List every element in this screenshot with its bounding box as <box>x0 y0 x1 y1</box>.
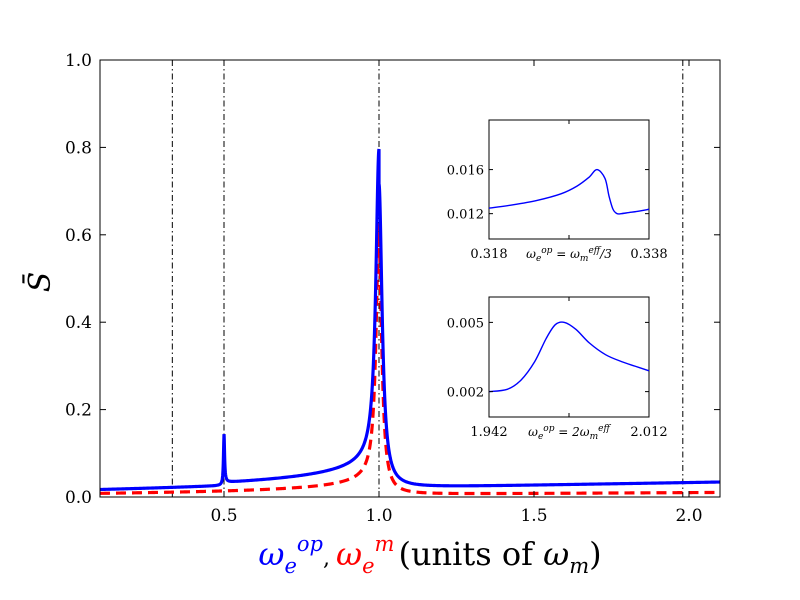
inset-top-xlabel: ωeop = ωmeff/3 <box>526 246 612 264</box>
y-axis-label: S̄ <box>22 272 58 293</box>
x-label-op-sup: op <box>297 532 323 556</box>
inset-bottom-x-tick-label-right: 2.012 <box>630 425 667 440</box>
x-axis-label: ωeop, ωem (units of ωm) <box>258 532 601 578</box>
inset-bottom-y-tick-label: 0.005 <box>447 316 484 331</box>
x-tick-label: 1.0 <box>365 506 392 526</box>
x-label-units-text: (units of <box>398 535 543 573</box>
main-plot-area <box>99 60 721 497</box>
inset-bottom-y-tick-label: 0.002 <box>447 386 484 401</box>
y-tick-label: 0.6 <box>65 226 92 246</box>
inset-top-curve <box>488 168 650 215</box>
x-label-m-sup: m <box>375 532 395 556</box>
y-tick-label: 1.0 <box>65 51 92 71</box>
y-tick-label: 0.8 <box>65 138 92 158</box>
x-label-m-sub: e <box>362 554 374 578</box>
inset-bottom-curve <box>488 321 650 393</box>
inset-top-y-tick-label: 0.016 <box>447 164 484 179</box>
x-tick-label: 1.5 <box>520 506 547 526</box>
inset-top-x-tick-label-right: 0.338 <box>630 247 667 262</box>
inset-top-frame <box>488 119 650 240</box>
x-label-units-symbol: ω <box>543 535 569 573</box>
inset-bottom-frame <box>488 296 650 418</box>
main-axes-frame <box>99 59 721 498</box>
x-label-units-close: ) <box>589 535 601 573</box>
x-tick-label: 0.5 <box>210 506 237 526</box>
inset-bottom-xlabel: ωeop = 2ωmeff <box>528 424 611 442</box>
y-tick-label: 0.2 <box>65 401 92 421</box>
y-tick-label: 0.4 <box>65 313 92 333</box>
inset-bottom-x-tick-label-left: 1.942 <box>470 425 507 440</box>
y-tick-label: 0.0 <box>65 488 92 508</box>
x-label-units-sub: m <box>569 554 589 578</box>
inset-top-y-tick-label: 0.012 <box>447 208 484 223</box>
x-tick-label: 2.0 <box>675 506 702 526</box>
x-label-op-symbol: ω <box>258 535 284 573</box>
inset-bottom-chart: 0.002 0.005 1.942 2.012 ωeop = 2ωmeff <box>447 296 668 442</box>
x-label-separator: , <box>323 546 330 571</box>
main-ticks: 0.5 1.0 1.5 2.0 0.0 0.2 0.4 0.6 0.8 1.0 <box>65 51 720 526</box>
x-label-op-sub: e <box>284 554 296 578</box>
inset-top-x-tick-label-left: 0.318 <box>470 247 507 262</box>
inset-top-chart: 0.012 0.016 0.318 0.338 ωeop = ωmeff/3 <box>447 119 668 264</box>
series-omega-op <box>99 148 721 492</box>
x-label-m-symbol: ω <box>336 535 362 573</box>
